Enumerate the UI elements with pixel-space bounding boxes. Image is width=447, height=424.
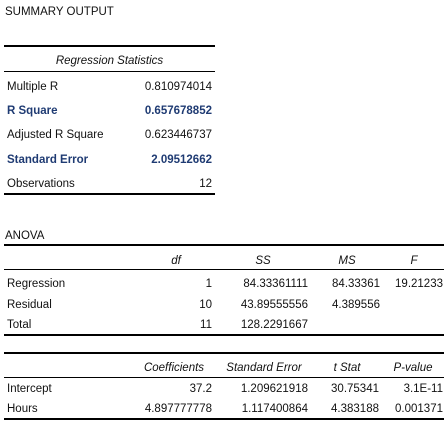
summary-title: SUMMARY OUTPUT: [5, 6, 114, 18]
anova-row-df: 10: [199, 299, 212, 311]
coef-header-coefficients: Coefficients: [143, 362, 205, 374]
anova-row-ms: 84.33361: [332, 278, 380, 290]
standard-error-value: 2.09512662: [151, 154, 212, 166]
anova-row-f: 19.21233: [395, 278, 443, 290]
anova-title: ANOVA: [5, 230, 45, 242]
anova-header-df: df: [171, 255, 181, 267]
coef-header-standard-error: Standard Error: [226, 362, 302, 374]
standard-error-label: Standard Error: [7, 154, 89, 166]
adjusted-r-square-value: 0.623446737: [144, 129, 212, 141]
multiple-r-label: Multiple R: [7, 81, 59, 93]
coef-header-t-stat: t Stat: [333, 362, 361, 374]
observations-label: Observations: [7, 178, 75, 190]
anova-row-ms: 4.389556: [332, 299, 380, 311]
coef-top-border: [4, 352, 444, 354]
r-square-label: R Square: [7, 105, 58, 117]
anova-row-ss: 128.2291667: [240, 319, 308, 331]
coef-row-label: Hours: [7, 403, 38, 415]
anova-header-f: F: [410, 255, 418, 267]
anova-row-df: 1: [205, 278, 212, 290]
anova-header-ss: SS: [255, 255, 271, 267]
reg-stats-bottom-border: [4, 193, 215, 195]
coef-bottom-border: [4, 418, 444, 420]
adjusted-r-square-label: Adjusted R Square: [7, 129, 104, 141]
reg-stats-header-border: [4, 71, 215, 72]
anova-row-label: Residual: [7, 299, 52, 311]
anova-row-label: Regression: [7, 278, 66, 290]
coef-row-standard-error: 1.117400864: [241, 403, 308, 415]
coef-header-p-value: P-value: [393, 362, 433, 374]
coef-header-border: [4, 377, 444, 378]
coef-row-t-stat: 30.75341: [331, 383, 379, 395]
anova-row-ss: 84.33361111: [243, 278, 308, 290]
reg-stats-top-border: [4, 45, 215, 47]
coef-row-t-stat: 4.383188: [331, 403, 379, 415]
coef-row-coefficient: 4.897777778: [144, 403, 212, 415]
anova-row-ss: 43.89555556: [240, 299, 308, 311]
coef-row-p-value: 0.001371: [395, 403, 443, 415]
coef-row-p-value: 3.1E-11: [403, 383, 443, 395]
anova-row-label: Total: [7, 319, 32, 331]
coef-row-label: Intercept: [7, 383, 52, 395]
coef-row-standard-error: 1.209621918: [240, 383, 308, 395]
anova-top-border: [4, 244, 444, 246]
reg-stats-header: Regression Statistics: [55, 55, 164, 67]
anova-bottom-border: [4, 334, 444, 336]
r-square-value: 0.657678852: [144, 105, 212, 117]
observations-value: 12: [199, 178, 212, 190]
anova-row-df: 11: [200, 319, 212, 331]
coef-row-coefficient: 37.2: [189, 383, 212, 395]
anova-header-ms: MS: [338, 255, 356, 267]
anova-header-border: [4, 269, 444, 270]
multiple-r-value: 0.810974014: [144, 81, 212, 93]
